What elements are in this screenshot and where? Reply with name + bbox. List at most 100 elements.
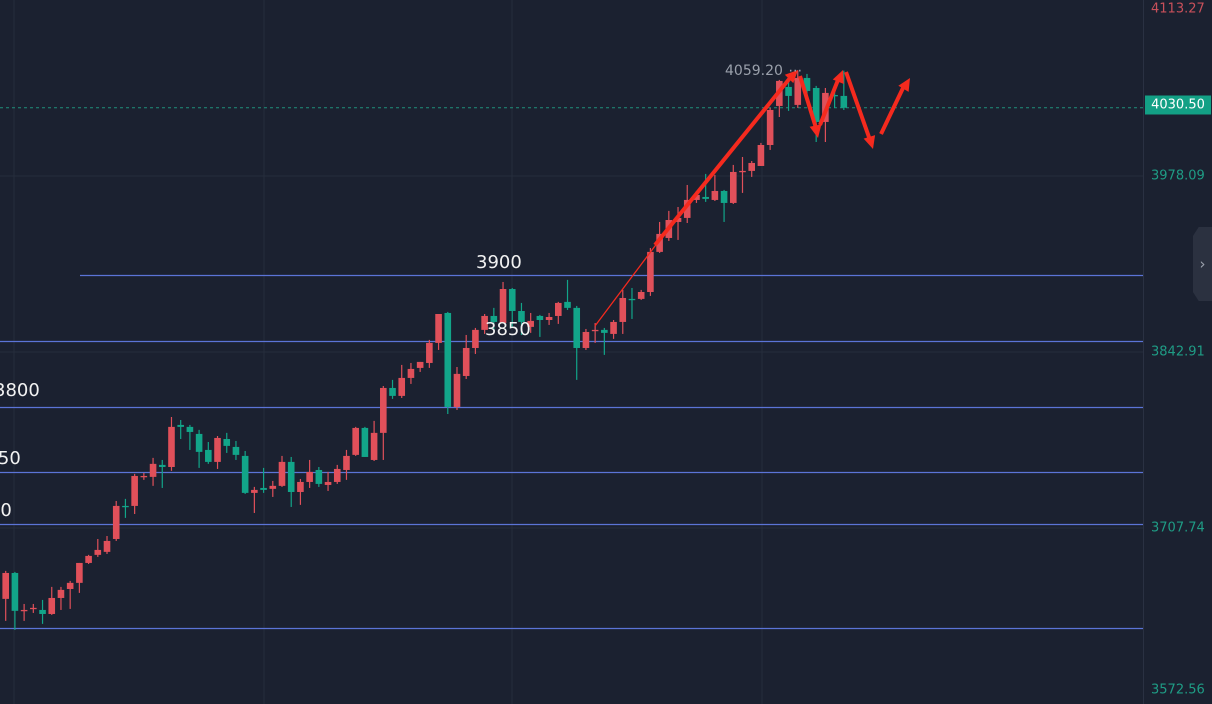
candle-up [48, 597, 56, 614]
candle-up [545, 316, 553, 320]
candle-down [720, 190, 728, 203]
candle-down [389, 387, 396, 396]
axis-tick: 3707.74 [1151, 520, 1205, 536]
candle-down [241, 455, 249, 493]
candle-up [140, 475, 148, 478]
trend-line [594, 241, 659, 327]
level-label: 3750 [0, 447, 21, 469]
projection-arrow [844, 71, 872, 141]
zigzag-arrow [798, 75, 818, 129]
candle-down [803, 77, 811, 91]
candle-up [610, 321, 617, 334]
candle-up [435, 314, 442, 343]
candle-down [315, 469, 323, 484]
candle-down [186, 426, 194, 432]
candle-up [416, 361, 424, 368]
candle-down [39, 609, 46, 614]
candle-up [76, 562, 83, 583]
candle-up [748, 162, 756, 171]
candle-down [785, 86, 792, 96]
level-label: 3800 [0, 379, 40, 401]
candle-up [527, 320, 534, 327]
candle-up [683, 199, 691, 218]
arrow-head [809, 124, 822, 138]
candle-up [619, 297, 627, 322]
candle-up [637, 291, 645, 299]
candle-up [711, 190, 719, 200]
candle-down [444, 312, 452, 407]
axis-tick: 3842.91 [1151, 344, 1205, 360]
candle-down [260, 487, 267, 490]
level-label: 3700 [0, 499, 12, 521]
price-axis[interactable]: 4113.27 3978.09 3842.91 3707.74 3572.56 … [1143, 0, 1212, 704]
candle-down [831, 95, 838, 97]
candle-up [794, 77, 802, 105]
arrow-head [863, 135, 876, 149]
trend-arrow [653, 76, 792, 247]
candle-up [398, 377, 406, 396]
candle-up [499, 289, 507, 323]
candle-up [103, 540, 111, 552]
candle-up [739, 170, 746, 173]
candle-up [453, 373, 461, 407]
candle-up [693, 194, 700, 200]
candle-down [232, 446, 240, 455]
candle-down [361, 427, 369, 457]
candle-up [352, 427, 359, 455]
candle-up [647, 251, 654, 292]
candle-up [324, 481, 332, 485]
candle-up [131, 475, 138, 506]
candle-down [122, 505, 129, 508]
candle-up [582, 331, 590, 348]
candle-up [757, 145, 765, 166]
axis-tick: 3572.56 [1151, 682, 1205, 698]
candle-up [481, 315, 488, 330]
arrow-head [898, 78, 910, 92]
candle-down [840, 95, 848, 108]
candle-up [269, 485, 277, 489]
candle-down [628, 298, 636, 301]
collapse-panel-button[interactable]: › [1193, 227, 1212, 301]
candle-down [601, 329, 608, 333]
candle-up [214, 437, 221, 462]
candle-down [564, 301, 571, 308]
candle-up [729, 171, 737, 203]
candle-up [766, 109, 774, 146]
candle-down [812, 87, 820, 122]
last-price-badge: 4030.50 [1145, 95, 1211, 115]
candle-down [490, 315, 498, 322]
zigzag-arrow [818, 79, 840, 126]
candle-up [20, 609, 28, 612]
candle-up [149, 463, 157, 477]
candle-up [306, 471, 313, 482]
candle-down [158, 464, 166, 467]
candle-up [333, 468, 341, 482]
axis-tick: 4113.27 [1151, 1, 1205, 17]
candle-up [407, 368, 415, 378]
candlestick-chart[interactable] [0, 0, 1143, 704]
candle-up [57, 589, 65, 598]
candle-down [508, 289, 516, 312]
candle-up [555, 302, 562, 316]
candle-down [11, 572, 19, 611]
candle-up [2, 572, 9, 599]
candle-down [287, 461, 295, 492]
level-label: 3900 [476, 251, 522, 273]
candle-up [297, 481, 304, 492]
candle-up [462, 347, 470, 376]
candle-down [223, 438, 231, 446]
arrow-head [784, 70, 798, 84]
candle-up [343, 455, 350, 470]
candle-down [573, 307, 581, 348]
arrow-head [832, 70, 844, 84]
candle-up [591, 329, 599, 332]
candle-down [195, 433, 203, 452]
candle-down [536, 315, 544, 320]
candle-up [112, 505, 120, 539]
projection-arrow [879, 87, 905, 135]
candle-up [85, 555, 92, 563]
candle-up [426, 342, 433, 363]
candle-down [702, 196, 709, 199]
high-price-label: 4059.20 ⋯ [725, 63, 804, 79]
chevron-right-icon: › [1199, 255, 1206, 273]
